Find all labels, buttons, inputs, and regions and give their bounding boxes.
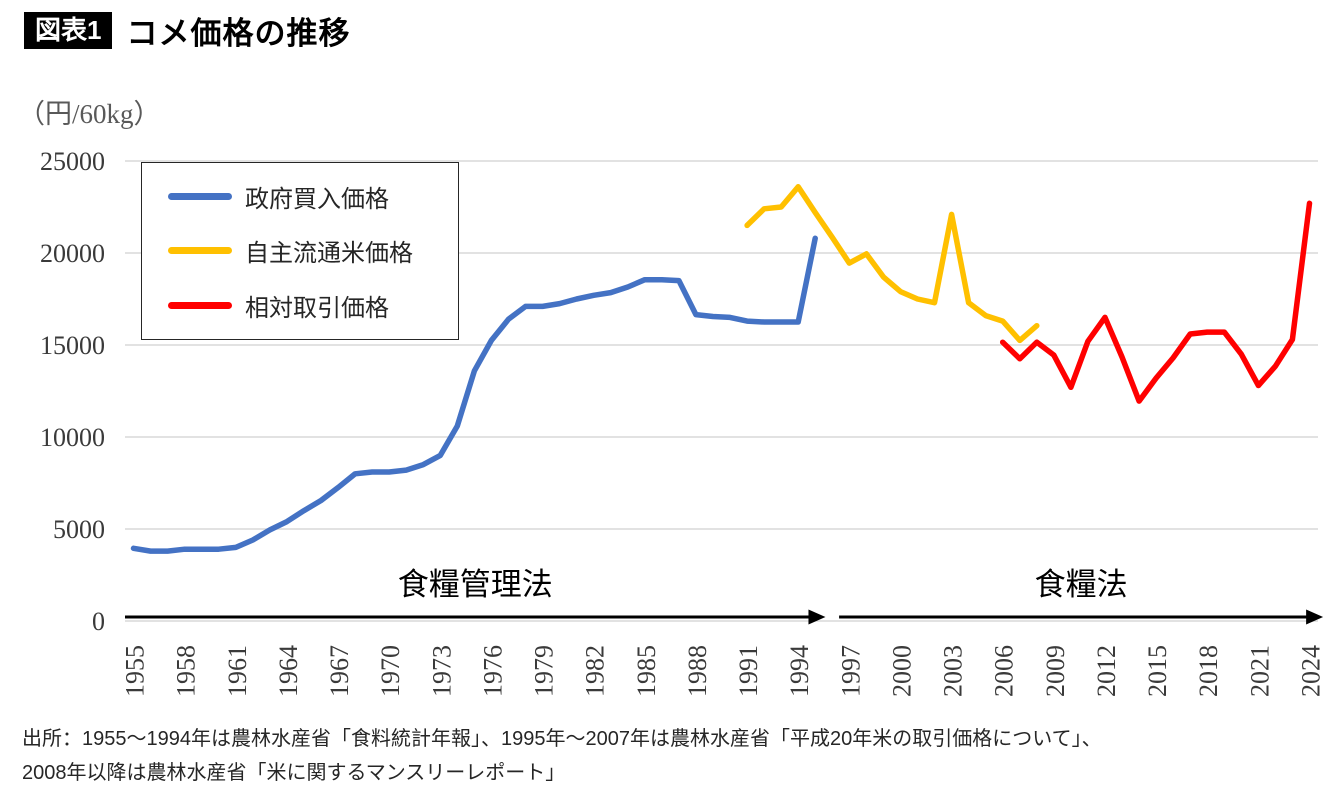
x-tick-label: 1982 (581, 645, 610, 697)
x-tick-label: 2006 (990, 645, 1019, 697)
legend-item: 自主流通米価格 (142, 233, 458, 268)
x-tick-label: 2024 (1296, 645, 1325, 697)
page-title: コメ価格の推移 (126, 16, 351, 51)
x-tick-label: 2003 (939, 645, 968, 697)
y-tick-label: 5000 (53, 515, 105, 544)
x-tick-label: 1970 (376, 645, 405, 697)
x-tick-label: 1958 (172, 645, 201, 697)
x-tick-label: 1961 (223, 645, 252, 697)
y-tick-label: 0 (92, 607, 105, 636)
legend-label: 自主流通米価格 (245, 240, 413, 268)
series-line-2 (744, 184, 1040, 344)
y-tick-label: 20000 (40, 239, 105, 268)
era-arrow-head (1306, 609, 1324, 625)
chart-legend: 政府買入価格 自主流通米価格 相対取引価格 (141, 162, 459, 340)
x-tick-label: 2015 (1143, 645, 1172, 697)
legend-item: 政府買入価格 (142, 179, 458, 214)
x-tick-label: 1964 (274, 645, 303, 697)
era-label: 食糧法 (1035, 567, 1128, 602)
legend-swatch (168, 247, 232, 255)
x-tick-label: 1994 (785, 645, 814, 697)
era-arrow-head (808, 609, 826, 625)
legend-item: 相対取引価格 (142, 288, 458, 323)
figure-tag: 図表1 (24, 12, 113, 49)
x-tick-label: 2012 (1092, 645, 1121, 697)
source-note: 出所：1955～1994年は農林水産省「食料統計年報」、1995年～2007年は… (22, 722, 1322, 790)
y-tick-label: 15000 (40, 331, 105, 360)
x-tick-label: 1979 (530, 645, 559, 697)
y-tick-label: 25000 (40, 147, 105, 176)
x-tick-label: 1955 (121, 645, 150, 697)
era-label: 食糧管理法 (398, 567, 553, 602)
y-tick-label: 10000 (40, 423, 105, 452)
source-line-2: 2008年以降は農林水産省「米に関するマンスリーレポート」 (22, 762, 566, 784)
x-tick-label: 1985 (632, 645, 661, 697)
x-tick-label: 2018 (1194, 645, 1223, 697)
legend-label: 相対取引価格 (245, 295, 389, 323)
source-line-1: 出所：1955～1994年は農林水産省「食料統計年報」、1995年～2007年は… (22, 728, 1102, 750)
x-tick-label: 2009 (1041, 645, 1070, 697)
x-tick-label: 1976 (478, 645, 507, 697)
x-tick-label: 1967 (325, 645, 354, 697)
x-tick-label: 1988 (683, 645, 712, 697)
legend-swatch (168, 302, 232, 310)
x-tick-label: 1991 (734, 645, 763, 697)
chart-header: 図表1 コメ価格の推移 (24, 8, 350, 53)
series-line-3 (999, 200, 1313, 404)
x-tick-label: 2000 (887, 645, 916, 697)
x-tick-label: 1973 (427, 645, 456, 697)
x-tick-label: 2021 (1245, 645, 1274, 697)
x-tick-label: 1997 (836, 645, 865, 697)
y-axis-unit-label: （円/60kg） (18, 99, 161, 129)
legend-label: 政府買入価格 (245, 185, 389, 213)
legend-swatch (168, 192, 232, 200)
series-line-1 (130, 235, 818, 554)
